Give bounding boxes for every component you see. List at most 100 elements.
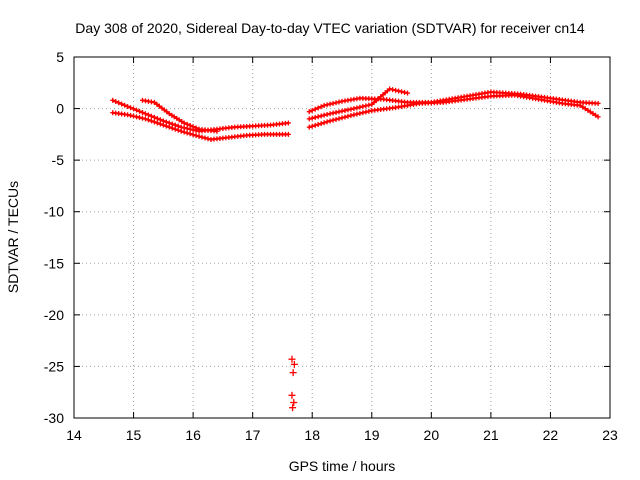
data-point	[187, 131, 193, 137]
series-track-c	[139, 97, 220, 134]
series-track-e	[306, 92, 601, 130]
data-point	[202, 135, 208, 141]
data-point	[131, 113, 137, 119]
data-point	[393, 87, 399, 93]
data-point	[157, 121, 163, 127]
data-point	[351, 112, 357, 118]
data-point	[595, 100, 601, 106]
data-point	[163, 123, 169, 129]
x-tick-label: 17	[245, 427, 261, 443]
data-point	[345, 113, 351, 119]
data-point	[306, 109, 312, 115]
data-point	[184, 121, 190, 127]
data-point	[288, 355, 296, 363]
data-point	[330, 100, 336, 106]
data-point	[309, 123, 315, 129]
data-point	[315, 121, 321, 127]
data-point	[582, 106, 588, 112]
x-tick-label: 14	[66, 427, 82, 443]
data-point	[128, 105, 134, 111]
data-point	[116, 100, 122, 106]
data-point	[327, 101, 333, 107]
data-point	[321, 102, 327, 108]
data-point	[289, 404, 297, 412]
data-point	[321, 112, 327, 118]
data-point	[160, 122, 166, 128]
data-point	[318, 113, 324, 119]
data-point	[139, 110, 145, 116]
data-point	[363, 103, 369, 109]
data-point	[402, 89, 408, 95]
y-axis-label: SDTVAR / TECUs	[5, 181, 21, 293]
data-point	[396, 88, 402, 94]
data-point	[119, 101, 125, 107]
data-point	[137, 115, 143, 121]
data-points	[110, 86, 601, 412]
data-point	[148, 118, 154, 124]
ticks: 14 15 16 17 18 19 20 21 22 23 5 0 -5 -10 -15 -20 -25 -30	[44, 49, 618, 443]
data-point	[214, 128, 220, 134]
data-point	[336, 116, 342, 122]
data-point	[190, 124, 196, 130]
data-point	[110, 97, 116, 103]
data-point	[318, 121, 324, 127]
data-point	[187, 122, 193, 128]
data-point	[405, 90, 411, 96]
x-tick-label: 18	[304, 427, 320, 443]
data-point	[324, 119, 330, 125]
data-point	[196, 133, 202, 139]
x-tick-label: 20	[424, 427, 440, 443]
y-tick-label: 5	[56, 49, 64, 65]
data-point	[172, 126, 178, 132]
data-point	[357, 110, 363, 116]
data-point	[366, 102, 372, 108]
data-point	[290, 360, 298, 368]
data-point	[324, 111, 330, 117]
x-tick-label: 19	[364, 427, 380, 443]
x-axis-label: GPS time / hours	[289, 458, 396, 474]
data-point	[290, 399, 298, 407]
data-point	[306, 116, 312, 122]
data-point	[348, 113, 354, 119]
data-point	[366, 108, 372, 114]
data-point	[166, 124, 172, 130]
data-point	[360, 110, 366, 116]
data-point	[312, 106, 318, 112]
data-point	[595, 114, 601, 120]
data-point	[154, 116, 160, 122]
data-point	[193, 125, 199, 131]
data-point	[585, 107, 591, 113]
data-point	[193, 133, 199, 139]
data-point	[342, 114, 348, 120]
data-point	[309, 107, 315, 113]
data-point	[205, 136, 211, 142]
data-point	[387, 86, 393, 92]
data-point	[324, 102, 330, 108]
data-point	[333, 100, 339, 106]
data-point	[184, 126, 190, 132]
data-point	[577, 102, 583, 108]
data-point	[178, 128, 184, 134]
x-tick-label: 15	[126, 427, 142, 443]
data-point	[309, 115, 315, 121]
data-point	[181, 129, 187, 135]
data-point	[134, 107, 140, 113]
data-point	[351, 106, 357, 112]
y-tick-label: -20	[44, 307, 64, 323]
data-point	[154, 120, 160, 126]
data-point	[590, 111, 596, 117]
data-point	[330, 117, 336, 123]
chart-title: Day 308 of 2020, Sidereal Day-to-day VTE…	[75, 20, 585, 36]
data-point	[354, 111, 360, 117]
y-tick-label: -25	[44, 358, 64, 374]
data-point	[288, 391, 296, 399]
data-point	[122, 102, 128, 108]
data-point	[131, 106, 137, 112]
data-point	[125, 104, 131, 110]
data-point	[339, 115, 345, 121]
data-point	[128, 112, 134, 118]
data-point	[360, 104, 366, 110]
data-point	[399, 89, 405, 95]
